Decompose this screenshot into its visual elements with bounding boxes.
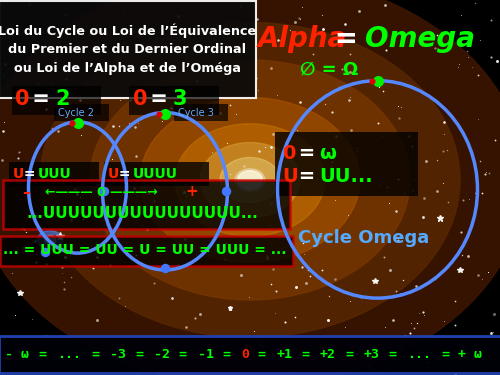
Text: Alpha: Alpha: [258, 26, 347, 53]
Text: Omega: Omega: [366, 26, 476, 53]
Text: U: U: [12, 167, 24, 182]
Text: Cycle 2: Cycle 2: [58, 108, 94, 117]
Text: +2: +2: [320, 348, 336, 361]
Text: =: =: [215, 348, 239, 361]
Circle shape: [40, 22, 460, 338]
Circle shape: [220, 158, 280, 203]
Circle shape: [90, 60, 410, 300]
Circle shape: [44, 236, 56, 244]
Text: =: =: [19, 167, 40, 182]
Text: 0: 0: [282, 144, 296, 163]
Text: =: =: [250, 348, 274, 361]
Text: Loi du Cycle ou Loi de l’Équivalence
du Premier et du Dernier Ordinal
ou Loi de : Loi du Cycle ou Loi de l’Équivalence du …: [0, 23, 256, 75]
Circle shape: [238, 171, 262, 189]
FancyBboxPatch shape: [0, 336, 500, 373]
Text: ...UUUUUUUUUUUUUUUU...: ...UUUUUUUUUUUUUUUU...: [26, 206, 258, 221]
Text: =: =: [31, 348, 55, 361]
Text: = + ω: = + ω: [434, 348, 482, 361]
FancyBboxPatch shape: [12, 86, 101, 115]
Text: =: =: [292, 144, 322, 163]
Circle shape: [200, 142, 300, 218]
Text: =: =: [114, 167, 135, 182]
Text: ∅ = Ω: ∅ = Ω: [300, 60, 358, 78]
Text: UUUU: UUUU: [132, 167, 178, 182]
Text: UU...: UU...: [319, 168, 372, 186]
Text: +1: +1: [276, 348, 292, 361]
Text: - ω: - ω: [5, 348, 29, 361]
Circle shape: [235, 169, 265, 191]
Text: UUU: UUU: [38, 167, 72, 182]
Circle shape: [175, 124, 325, 236]
Text: –: –: [22, 184, 30, 200]
Text: =: =: [382, 348, 406, 361]
Text: 2: 2: [56, 89, 70, 110]
Text: =: =: [128, 348, 152, 361]
Text: =: =: [84, 348, 108, 361]
FancyBboxPatch shape: [9, 162, 99, 186]
Text: =: =: [292, 168, 322, 186]
FancyBboxPatch shape: [54, 104, 108, 121]
FancyBboxPatch shape: [129, 86, 218, 115]
Text: ...: ...: [408, 348, 432, 361]
Text: =: =: [171, 348, 195, 361]
Text: U: U: [282, 168, 298, 186]
Text: 3: 3: [173, 89, 188, 110]
Text: ...: ...: [58, 348, 82, 361]
Text: -1: -1: [198, 348, 214, 361]
Text: =: =: [325, 26, 368, 53]
Text: +3: +3: [364, 348, 380, 361]
FancyBboxPatch shape: [174, 104, 229, 121]
FancyBboxPatch shape: [0, 1, 256, 98]
Circle shape: [140, 98, 360, 262]
Text: Cycle Omega: Cycle Omega: [298, 229, 429, 247]
Text: =: =: [25, 89, 57, 110]
FancyBboxPatch shape: [104, 162, 208, 186]
Text: ... = UUU = UU = U = UU = UUU = ...: ... = UUU = UU = U = UU = UUU = ...: [4, 243, 287, 258]
Text: ←——— 0 ———→: ←——— 0 ———→: [45, 186, 158, 198]
Text: -3: -3: [110, 348, 126, 361]
FancyBboxPatch shape: [2, 180, 290, 229]
Text: 0: 0: [242, 348, 250, 361]
Text: 0: 0: [132, 89, 147, 110]
Text: U: U: [108, 167, 119, 182]
Text: -2: -2: [154, 348, 170, 361]
Text: 0: 0: [15, 89, 30, 110]
Text: =: =: [338, 348, 361, 361]
Circle shape: [38, 231, 62, 249]
Text: ω: ω: [319, 144, 336, 163]
FancyBboxPatch shape: [0, 236, 292, 266]
Text: =: =: [142, 89, 175, 110]
Text: =: =: [294, 348, 318, 361]
FancyBboxPatch shape: [275, 132, 418, 196]
Text: Cycle 3: Cycle 3: [178, 108, 214, 117]
Text: +: +: [185, 184, 198, 200]
